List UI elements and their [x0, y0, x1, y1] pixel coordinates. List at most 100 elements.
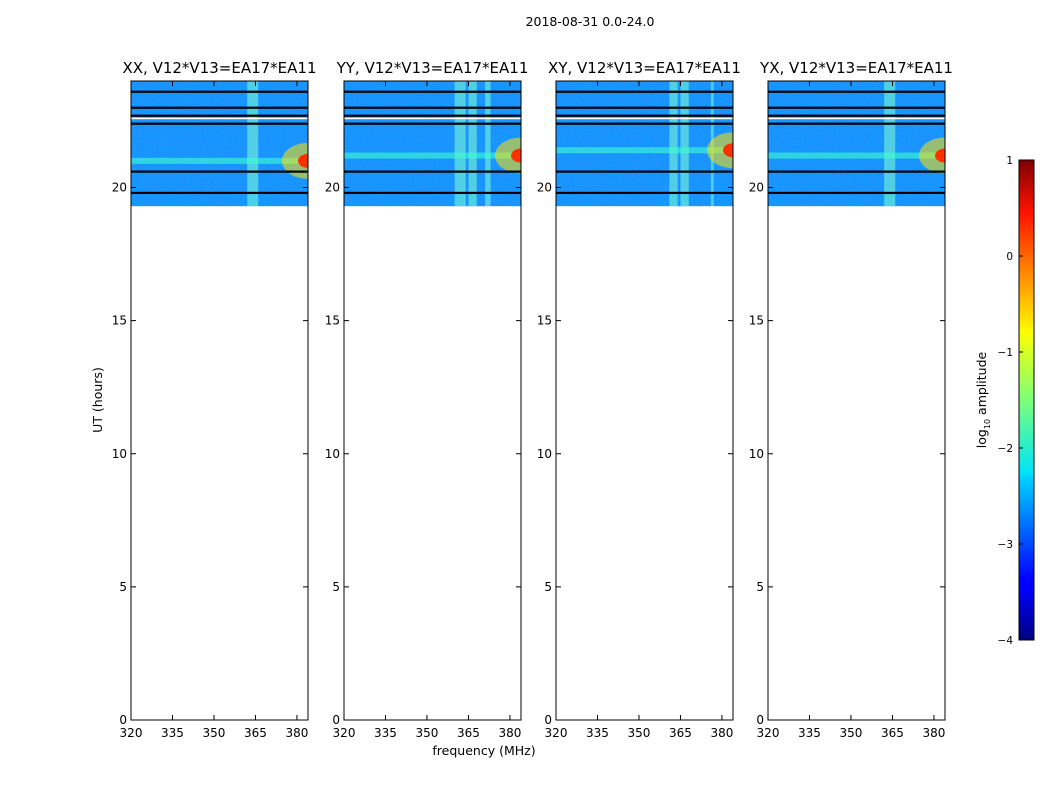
- panel-title: YY, V12*V13=EA17*EA11: [336, 59, 529, 77]
- flagged-line: [556, 106, 733, 109]
- flagged-line: [344, 122, 521, 125]
- bright-streak: [556, 147, 733, 154]
- colorbar-gradient: [1018, 159, 1035, 641]
- flagged-line: [768, 170, 945, 173]
- panel-title: YX, V12*V13=EA17*EA11: [759, 59, 953, 77]
- rfi-band: [247, 81, 259, 207]
- colorbar-ticks: 1 0 −1 −2 −3 −4: [998, 155, 1023, 647]
- y-tick-label: 20: [537, 181, 552, 195]
- x-tick-label: 335: [161, 726, 184, 740]
- edge-peak-core: [511, 148, 521, 163]
- y-tick-label: 5: [332, 580, 340, 594]
- spectrogram-noise: [344, 81, 521, 207]
- y-tick-label: 0: [332, 713, 340, 727]
- panel-title: XY, V12*V13=EA17*EA11: [548, 59, 741, 77]
- y-tick-label: 15: [112, 314, 127, 328]
- flagged-line: [131, 90, 308, 93]
- y-tick-label: 20: [112, 181, 127, 195]
- x-tick-label: 335: [374, 726, 397, 740]
- axes-frame: [767, 80, 946, 721]
- x-tick-label: 335: [798, 726, 821, 740]
- edge-peak-core: [935, 148, 945, 163]
- x-tick-label: 320: [757, 726, 780, 740]
- y-tick-label: 15: [749, 314, 764, 328]
- x-tick-label: 380: [498, 726, 521, 740]
- y-tick-label: 10: [537, 447, 552, 461]
- x-tick-label: 380: [285, 726, 308, 740]
- y-tick-label: 5: [544, 580, 552, 594]
- x-tick-label: 365: [669, 726, 692, 740]
- edge-peak-halo: [707, 132, 733, 169]
- panel-3: XY, V12*V13=EA17*EA11 320 335 350 365 380 0 5 10…: [537, 59, 741, 740]
- y-tick-label: 5: [119, 580, 127, 594]
- colorbar-tick-label: −4: [998, 635, 1014, 647]
- flagged-line: [556, 90, 733, 93]
- edge-peak-halo: [919, 137, 945, 174]
- y-tick-label: 0: [756, 713, 764, 727]
- flagged-gap: [344, 117, 521, 120]
- panels: XX, V12*V13=EA17*EA11 320 335 350 365 380 0 5 10…: [112, 59, 953, 740]
- panel-2: YY, V12*V13=EA17*EA11 320 335 350 365 380 0 5 10…: [325, 59, 529, 740]
- flagged-line: [344, 170, 521, 173]
- flagged-line: [131, 191, 308, 195]
- flagged-line: [768, 106, 945, 109]
- rfi-band: [680, 81, 689, 207]
- y-tick-label: 10: [112, 447, 127, 461]
- flagged-line: [768, 90, 945, 93]
- x-axis-label: frequency (MHz): [432, 743, 535, 758]
- y-tick-label: 10: [325, 447, 340, 461]
- bright-streak: [768, 152, 945, 159]
- flagged-line: [131, 114, 308, 117]
- y-tick-label: 0: [544, 713, 552, 727]
- rfi-band: [669, 81, 678, 207]
- x-tick-label: 320: [120, 726, 143, 740]
- axes-frame: [555, 80, 734, 721]
- colorbar-label: log10 amplitude: [974, 351, 992, 448]
- data-region: [768, 81, 945, 207]
- flagged-line: [131, 122, 308, 125]
- flagged-line: [768, 114, 945, 117]
- rfi-band: [884, 81, 896, 207]
- y-axis-label: UT (hours): [90, 367, 105, 433]
- x-tick-label: 350: [416, 726, 439, 740]
- spectrogram-noise: [768, 81, 945, 207]
- bright-streak: [131, 157, 308, 164]
- flagged-line: [768, 191, 945, 195]
- y-tick-label: 5: [756, 580, 764, 594]
- data-region: [131, 81, 308, 207]
- flagged-gap: [768, 117, 945, 120]
- axes-frame: [343, 80, 522, 721]
- edge-peak-halo: [495, 137, 521, 174]
- flagged-line: [131, 170, 308, 173]
- colorbar-tick-label: 1: [1006, 155, 1013, 167]
- edge-peak-core: [298, 153, 308, 168]
- x-tick-label: 365: [881, 726, 904, 740]
- flagged-line: [344, 191, 521, 195]
- edge-peak-halo: [282, 142, 308, 179]
- colorbar-tick-label: −2: [998, 443, 1013, 455]
- flagged-gap: [556, 117, 733, 120]
- panel-1: XX, V12*V13=EA17*EA11 320 335 350 365 380 0 5 10…: [112, 59, 317, 740]
- x-tick-label: 350: [840, 726, 863, 740]
- axes-frame: [130, 80, 309, 721]
- flagged-line: [131, 106, 308, 109]
- y-tick-label: 15: [537, 314, 552, 328]
- x-tick-label: 365: [244, 726, 267, 740]
- x-tick-label: 320: [545, 726, 568, 740]
- data-region: [344, 81, 521, 207]
- bright-streak: [344, 152, 521, 159]
- flagged-line: [768, 122, 945, 125]
- spectrogram-noise: [131, 81, 308, 207]
- y-tick-label: 0: [119, 713, 127, 727]
- x-tick-label: 380: [922, 726, 945, 740]
- panel-title: XX, V12*V13=EA17*EA11: [122, 59, 316, 77]
- x-tick-label: 350: [628, 726, 651, 740]
- rfi-band: [468, 81, 477, 207]
- y-tick-label: 20: [749, 181, 764, 195]
- spectrogram-noise: [556, 81, 733, 207]
- flagged-gap: [131, 117, 308, 120]
- flagged-line: [344, 106, 521, 109]
- flagged-line: [556, 191, 733, 195]
- colorbar-tick-label: −1: [998, 347, 1013, 359]
